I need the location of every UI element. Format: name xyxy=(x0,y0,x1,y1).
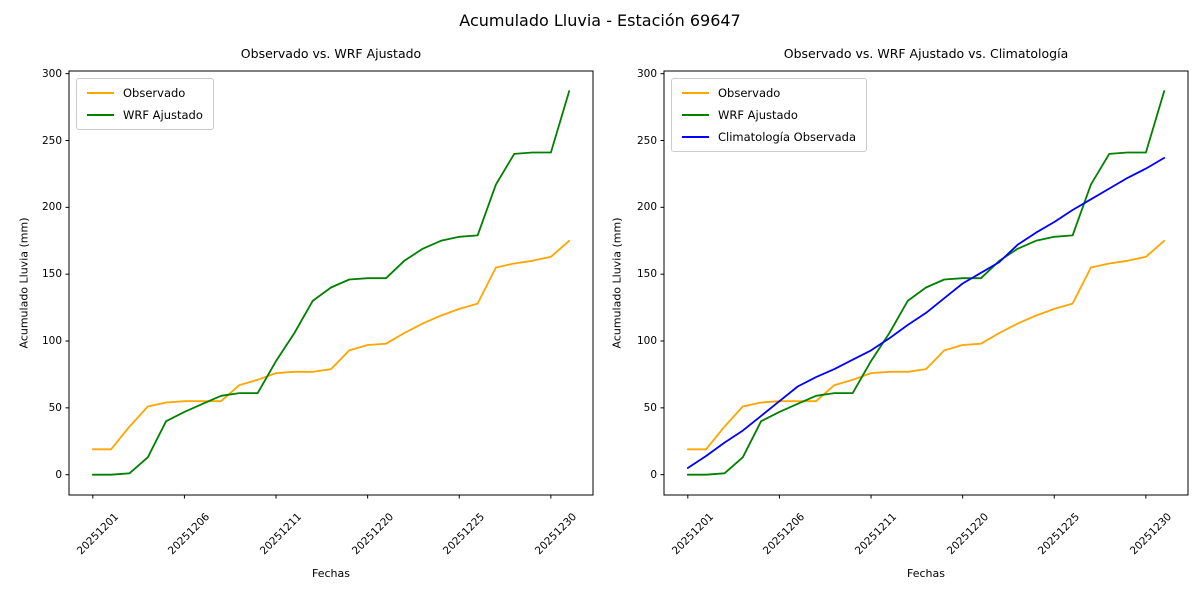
axes-frame xyxy=(663,70,1189,496)
right-x-axis-label: Fechas xyxy=(907,567,945,580)
legend-item-climatologia-observada: Climatología Observada xyxy=(682,130,856,144)
legend-label: WRF Ajustado xyxy=(123,108,203,122)
series-line-climatologia-observada xyxy=(686,156,1166,469)
series-line-observado xyxy=(686,239,1166,451)
legend-line-swatch xyxy=(87,114,114,116)
legend-item-observado: Observado xyxy=(682,86,856,100)
legend-label: Climatología Observada xyxy=(718,130,856,144)
series-line-observado xyxy=(91,239,571,451)
y-tick-label: 150 xyxy=(636,268,657,281)
left-y-axis-label: Acumulado Lluvia (mm) xyxy=(17,217,31,349)
y-tick-label: 200 xyxy=(636,201,657,214)
y-tick-label: 150 xyxy=(41,268,62,281)
legend-label: Observado xyxy=(718,86,781,100)
y-tick-label: 0 xyxy=(55,468,62,481)
right-y-axis-label: Acumulado Lluvia (mm) xyxy=(610,217,624,349)
left-legend: Observado WRF Ajustado xyxy=(76,78,214,130)
axes-frame xyxy=(68,70,594,496)
legend-item-wrf-ajustado: WRF Ajustado xyxy=(682,108,856,122)
y-tick-label: 300 xyxy=(41,67,62,80)
right-legend: Observado WRF Ajustado Climatología Observ… xyxy=(671,78,867,152)
left-subplot-title: Observado vs. WRF Ajustado xyxy=(240,46,422,61)
legend-line-swatch xyxy=(87,92,114,94)
right-subplot-title: Observado vs. WRF Ajustado vs. Climatolo… xyxy=(783,46,1069,61)
y-tick-label: 100 xyxy=(636,335,657,347)
legend-item-observado: Observado xyxy=(87,86,203,100)
y-tick-label: 100 xyxy=(41,335,62,347)
y-tick-label: 250 xyxy=(636,134,657,147)
legend-line-swatch xyxy=(682,136,709,138)
legend-item-wrf-ajustado: WRF Ajustado xyxy=(87,108,203,122)
legend-label: WRF Ajustado xyxy=(718,108,798,122)
y-tick-label: 300 xyxy=(636,67,657,80)
series-line-wrf-ajustado xyxy=(686,90,1166,476)
left-x-axis-label: Fechas xyxy=(312,567,350,580)
y-tick-label: 250 xyxy=(41,134,62,147)
legend-line-swatch xyxy=(682,92,709,94)
y-tick-label: 200 xyxy=(41,201,62,214)
y-tick-label: 50 xyxy=(643,401,657,414)
y-tick-label: 0 xyxy=(650,468,657,481)
legend-label: Observado xyxy=(123,86,186,100)
legend-line-swatch xyxy=(682,114,709,116)
figure-title: Acumulado Lluvia - Estación 69647 xyxy=(459,11,741,30)
series-line-wrf-ajustado xyxy=(91,90,571,476)
y-tick-label: 50 xyxy=(48,401,62,414)
